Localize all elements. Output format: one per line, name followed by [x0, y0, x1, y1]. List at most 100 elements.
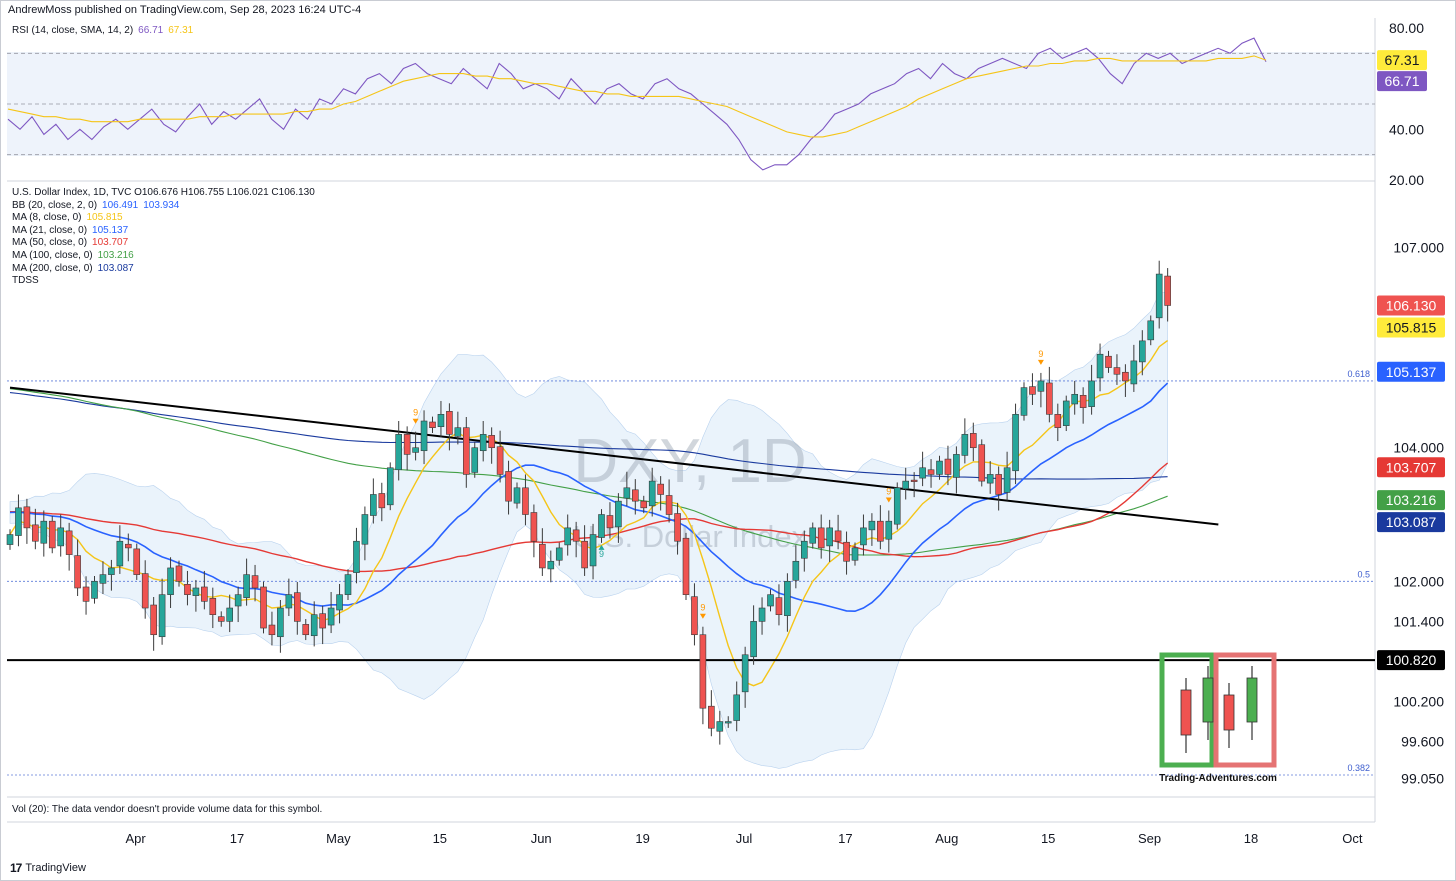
candle-body [1096, 353, 1104, 379]
candle-body [792, 560, 800, 581]
legend-row[interactable]: MA (21, close, 0) 105.137 [12, 225, 315, 238]
price-axis[interactable]: 107.000 104.000 102.000 101.400 100.200 99.60… [1377, 20, 1445, 786]
candle-body [488, 435, 495, 449]
legend-value: 103.707 [92, 237, 129, 249]
price-label-box [1377, 512, 1445, 533]
rsi-label-text: 67.31 [1384, 52, 1419, 68]
price-label-text: 105.815 [1386, 319, 1437, 335]
date-tick-label: 17 [230, 831, 244, 846]
candle-body [1037, 380, 1045, 392]
legend-row[interactable]: MA (200, close, 0) 103.087 [12, 263, 315, 276]
candle-body [150, 604, 157, 636]
legend-row[interactable]: BB (20, close, 2, 0) 106.491 103.934 [12, 200, 315, 213]
rsi-legend[interactable]: RSI (14, close, SMA, 14, 2) 66.71 67.31 [12, 25, 193, 36]
date-tick-label: 19 [635, 831, 649, 846]
legend-label: MA (200, close, 0) [12, 262, 93, 274]
candle-body [260, 586, 267, 629]
candle-body [1164, 275, 1171, 306]
legend-row[interactable]: MA (50, close, 0) 103.707 [12, 237, 315, 250]
candle-body [1046, 382, 1053, 415]
date-tick-label: 18 [1244, 831, 1258, 846]
legend-label: TDSS [12, 275, 39, 287]
legend-label: MA (8, close, 0) [12, 212, 82, 224]
date-tick-label: Aug [935, 831, 958, 846]
legend-label: MA (21, close, 0) [12, 224, 88, 236]
date-tick-label: Oct [1342, 831, 1363, 846]
candle-body [32, 524, 39, 542]
candle-body [522, 487, 529, 515]
candle-body [48, 520, 56, 549]
trendline [9, 386, 1219, 526]
candle-body [1020, 387, 1028, 416]
date-axis[interactable]: Apr 17 May 15 Jun 19 Jul 17 Aug 15 Sep 18 Oct [125, 831, 1362, 846]
candle-body [539, 543, 546, 569]
legend-row[interactable]: MA (8, close, 0) 105.815 [12, 212, 315, 225]
candle-body [1155, 273, 1163, 319]
candle-body [344, 574, 352, 595]
rsi-label-text: 66.71 [1384, 73, 1419, 89]
td-arrow-icon [1037, 359, 1044, 365]
candle-body [877, 520, 884, 542]
price-label-box [1377, 317, 1445, 338]
candle-body [868, 520, 876, 531]
candle-body [57, 527, 65, 547]
price-label-box [1377, 361, 1445, 382]
logo-candle-body [1180, 689, 1192, 736]
candle-body [201, 586, 208, 602]
candle-body [986, 474, 994, 484]
rsi-label-box [1377, 71, 1427, 92]
candle-body [961, 434, 969, 456]
candle-body [927, 469, 935, 475]
candle-body [1012, 414, 1019, 472]
fib-level-label: 0.5 [1357, 569, 1370, 579]
rsi-legend-value: 66.71 [138, 25, 164, 36]
logo-text: Trading-Adventures.com [1159, 773, 1277, 784]
candle-body [691, 596, 698, 636]
volume-note: Vol (20): The data vendor doesn't provid… [12, 804, 323, 815]
candle-body [699, 634, 707, 709]
candle-body [277, 607, 284, 638]
rsi-sma-line [7, 55, 1267, 138]
candle-body [1062, 400, 1070, 426]
candle-body [217, 616, 225, 622]
td-arrow-icon [598, 544, 605, 550]
candle-body [919, 467, 926, 479]
candle-body [429, 421, 436, 428]
legend-value: 103.087 [97, 262, 134, 274]
legend-row[interactable]: TDSS [12, 275, 315, 288]
td-arrow-icon [885, 497, 892, 503]
candle-body [310, 614, 318, 637]
date-tick-label: 15 [1041, 831, 1055, 846]
date-tick-label: Sep [1138, 831, 1161, 846]
candle-body [826, 527, 833, 547]
td-count-label: 9 [413, 408, 418, 418]
candle-body [758, 607, 766, 622]
candle-body [1147, 320, 1155, 341]
candle-body [750, 621, 757, 658]
candle-body [108, 567, 115, 575]
td-count-label: 9 [1038, 349, 1043, 359]
rsi-tick-label: 80.00 [1389, 20, 1424, 36]
legend-label: BB (20, close, 2, 0) [12, 199, 98, 211]
candle-body [437, 414, 445, 427]
candle-body [809, 527, 817, 544]
price-label-box [1377, 650, 1445, 671]
candle-body [1130, 360, 1138, 385]
main-legend[interactable]: U.S. Dollar Index, 1D, TVC O106.676 H106… [12, 187, 315, 288]
candle-body [65, 530, 73, 555]
candle-body [640, 500, 648, 509]
candle-body [192, 587, 200, 596]
legend-row[interactable]: U.S. Dollar Index, 1D, TVC O106.676 H106… [12, 187, 315, 200]
td-count-label: 9 [886, 487, 891, 497]
price-tick-label: 102.000 [1393, 573, 1444, 589]
candle-body [1122, 371, 1129, 382]
legend-label: MA (50, close, 0) [12, 237, 88, 249]
candle-body [800, 540, 808, 559]
rsi-panel [7, 37, 1375, 171]
candle-body [412, 447, 419, 453]
candle-body [319, 613, 326, 629]
legend-row[interactable]: MA (100, close, 0) 103.216 [12, 250, 315, 263]
rsi-legend-label: RSI (14, close, SMA, 14, 2) [12, 25, 134, 36]
candle-body [6, 534, 14, 545]
